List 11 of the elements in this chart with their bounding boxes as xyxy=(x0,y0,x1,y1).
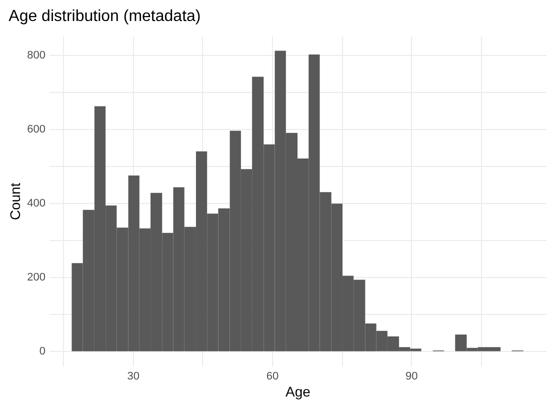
x-axis-title: Age xyxy=(286,384,311,400)
y-tick-label: 600 xyxy=(27,124,46,136)
chart-title: Age distribution (metadata) xyxy=(8,8,201,25)
y-tick-label: 0 xyxy=(39,346,46,358)
x-tick-label: 30 xyxy=(127,370,140,382)
y-tick-label: 400 xyxy=(27,198,46,210)
x-tick-label: 60 xyxy=(266,370,279,382)
y-tick-label: 200 xyxy=(27,272,46,284)
y-axis-title: Count xyxy=(7,182,24,220)
y-tick-label: 800 xyxy=(27,50,46,62)
x-tick-label: 90 xyxy=(405,370,418,382)
